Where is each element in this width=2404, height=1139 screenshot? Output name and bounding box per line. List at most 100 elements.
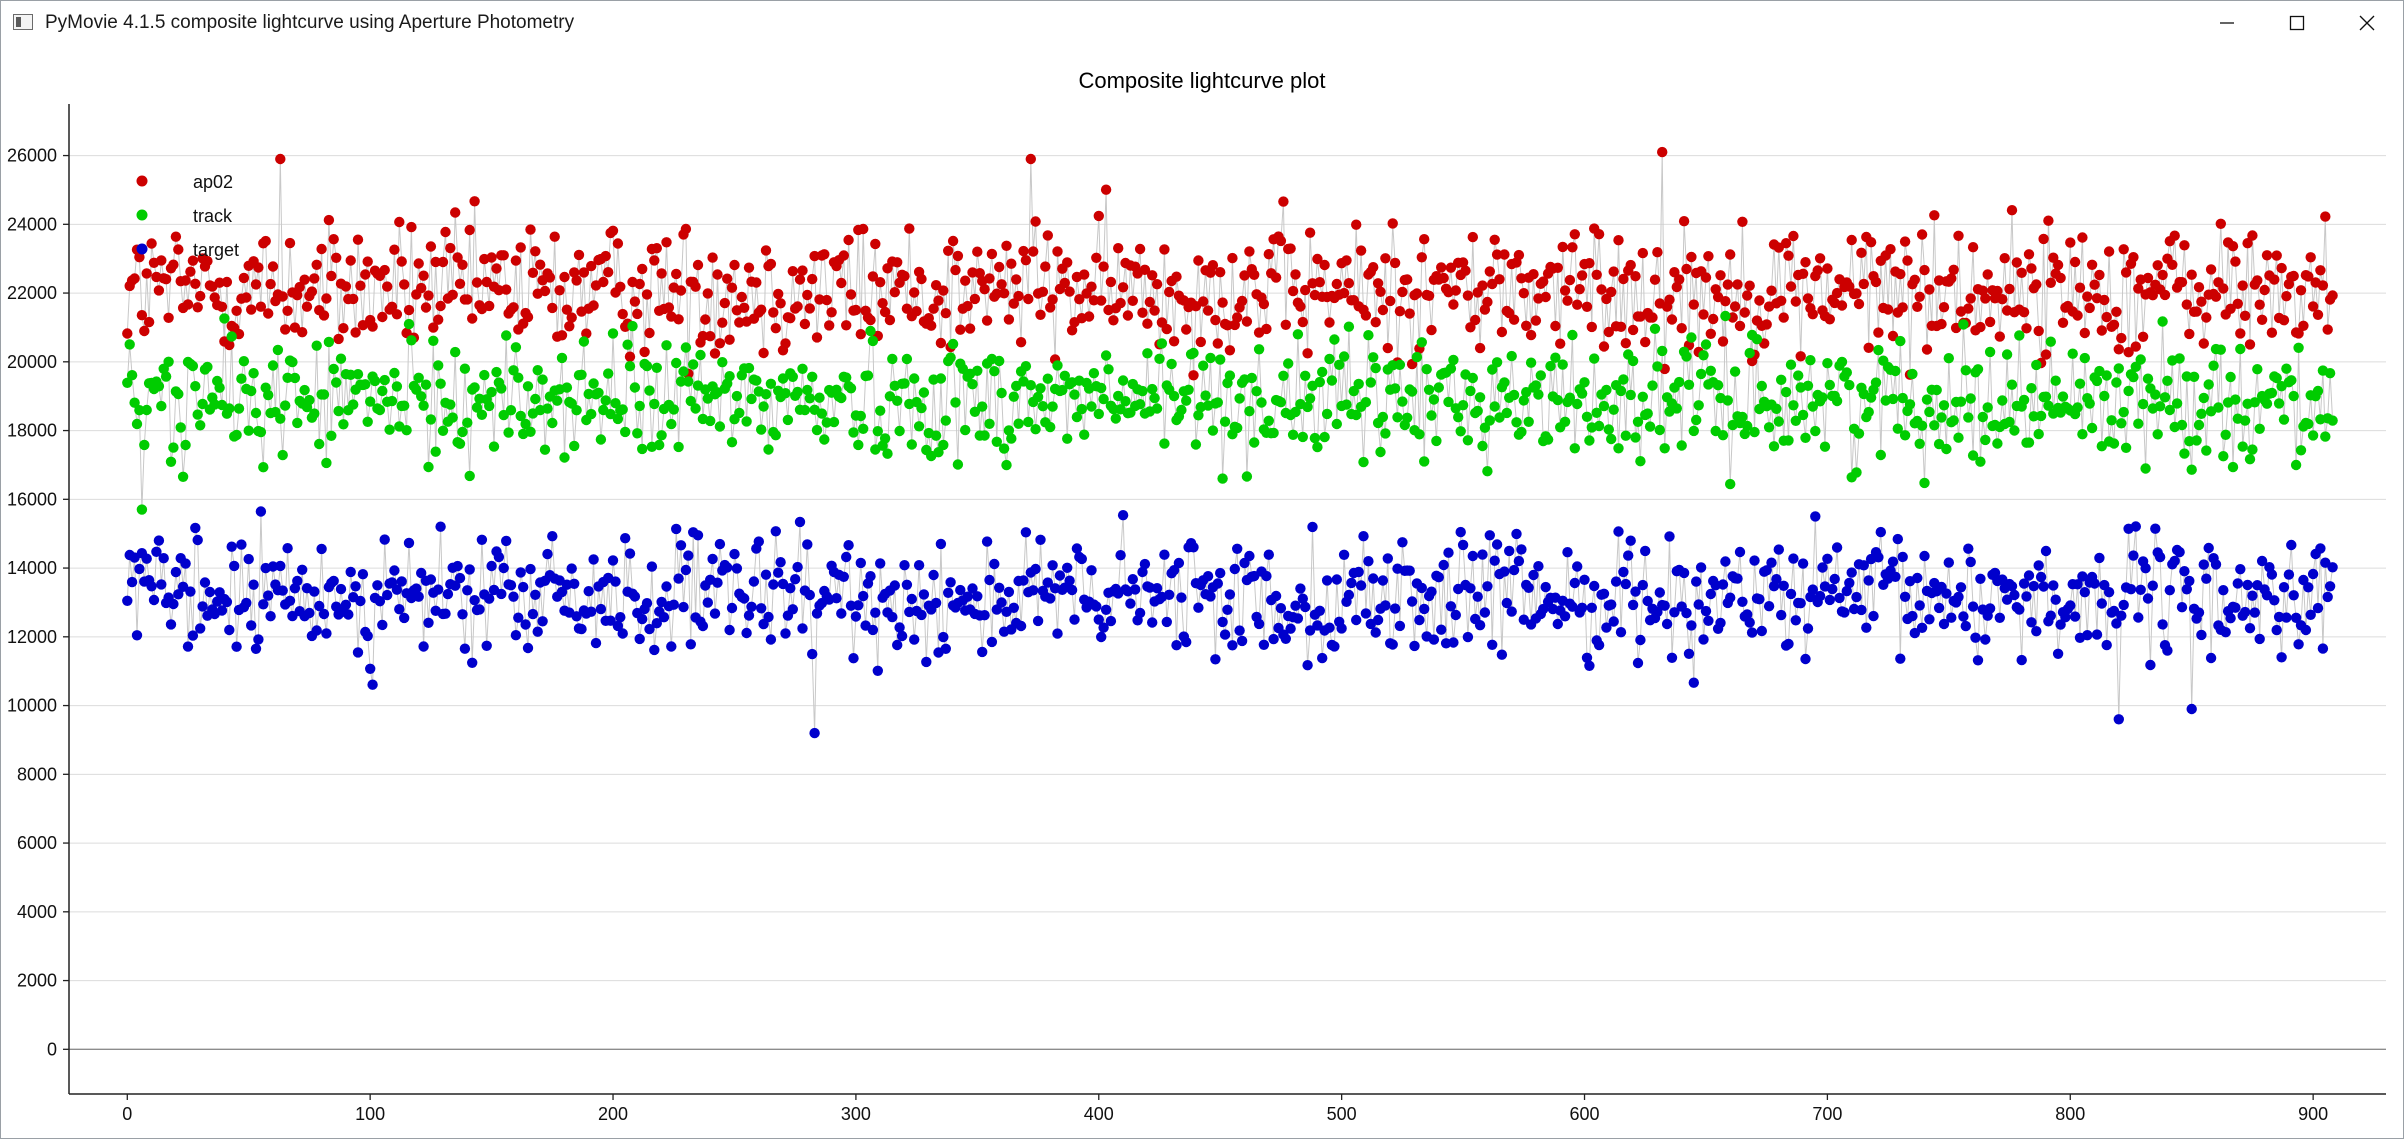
data-point [333, 333, 344, 345]
data-point [1103, 364, 1114, 375]
data-point [479, 369, 490, 381]
data-point [899, 270, 910, 282]
data-point [731, 390, 743, 402]
data-point [1431, 435, 1442, 447]
data-point [1159, 438, 1170, 449]
data-point [391, 309, 403, 320]
data-point [382, 589, 393, 601]
title-bar[interactable]: PyMovie 4.1.5 composite lightcurve using… [1, 1, 2403, 45]
data-point [838, 250, 849, 261]
data-point [875, 558, 886, 569]
data-point [1858, 560, 1870, 571]
data-point [1139, 558, 1151, 570]
data-point [1637, 391, 1649, 402]
data-point [2247, 590, 2258, 601]
data-point [1283, 358, 1294, 369]
data-point [1572, 561, 1583, 572]
data-point [1491, 357, 1503, 368]
data-point [2125, 584, 2137, 595]
data-point [321, 628, 332, 639]
data-point [1302, 401, 1313, 413]
data-point [515, 567, 526, 578]
data-point [2281, 291, 2292, 302]
data-point [1615, 385, 1627, 397]
data-point [1887, 556, 1899, 567]
data-point [634, 278, 645, 290]
data-point [1261, 323, 1272, 335]
data-point [1963, 543, 1974, 554]
data-point [1457, 400, 1469, 411]
data-point [488, 441, 500, 452]
data-point [1681, 351, 1692, 362]
data-point [964, 323, 976, 334]
data-point [1625, 259, 1636, 271]
data-point [1916, 622, 1928, 633]
data-point [2312, 385, 2324, 397]
data-point [231, 429, 242, 441]
data-point [510, 630, 522, 641]
data-point [2196, 296, 2207, 307]
data-point [248, 579, 259, 590]
data-point [1914, 438, 1925, 449]
data-point [792, 386, 803, 398]
data-point [952, 459, 964, 470]
data-point [909, 634, 920, 645]
data-point [1897, 551, 1908, 563]
data-point [945, 577, 956, 588]
data-point [838, 571, 849, 582]
data-point [2227, 241, 2239, 252]
data-point [1064, 286, 1075, 297]
data-point [299, 274, 310, 285]
data-point [396, 576, 407, 587]
data-point [1576, 602, 1588, 613]
data-point [1652, 247, 1663, 258]
data-point [1717, 430, 1729, 441]
data-point [2154, 551, 2166, 563]
data-point [969, 406, 981, 417]
data-point [2031, 359, 2042, 371]
data-point [369, 375, 381, 387]
data-point [1691, 576, 1702, 587]
data-point [2169, 230, 2180, 241]
data-point [2137, 398, 2149, 410]
data-point [974, 268, 985, 279]
data-point [2108, 438, 2120, 449]
data-point [1171, 271, 1182, 282]
maximize-button[interactable] [2263, 1, 2331, 45]
data-point [1295, 583, 1306, 594]
data-point [134, 252, 145, 263]
y-tick-label: 12000 [7, 627, 57, 647]
data-point [624, 361, 636, 372]
data-point [258, 462, 269, 473]
data-point [1936, 318, 1947, 330]
data-point [316, 543, 327, 555]
data-point [1115, 297, 1126, 309]
data-point [442, 588, 454, 600]
data-point [1363, 330, 1374, 341]
app-icon[interactable] [13, 14, 33, 30]
data-point [680, 342, 692, 353]
data-point [2096, 598, 2107, 609]
data-point [2057, 317, 2069, 328]
minimize-button[interactable] [2193, 1, 2261, 45]
data-point [607, 328, 619, 339]
data-point [1297, 316, 1309, 328]
data-point [202, 361, 213, 373]
data-point [1929, 210, 1940, 221]
data-point [401, 425, 412, 436]
close-button[interactable] [2333, 1, 2401, 45]
data-point [515, 410, 526, 422]
data-point [1397, 537, 1408, 548]
data-point [1312, 441, 1323, 453]
data-point [578, 267, 590, 278]
data-point [1671, 403, 1683, 414]
data-point [1970, 632, 1981, 643]
data-point [1618, 374, 1629, 385]
data-point [1703, 615, 1714, 626]
data-point [2266, 387, 2278, 399]
data-point [1351, 614, 1362, 626]
data-point [726, 282, 738, 293]
data-point [2128, 550, 2139, 561]
data-point [185, 586, 196, 597]
